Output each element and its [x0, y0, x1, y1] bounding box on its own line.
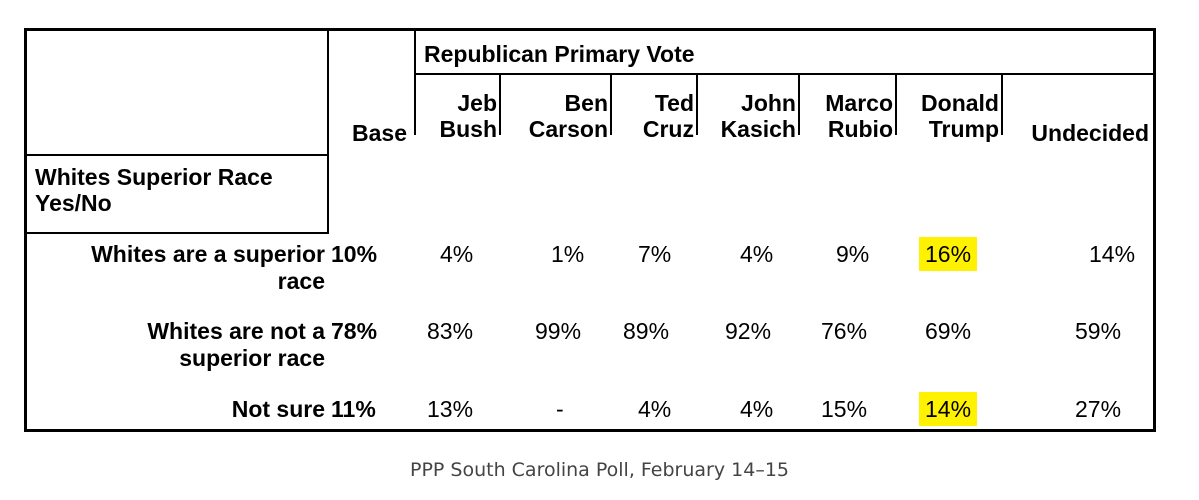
column-header-base: Base: [331, 120, 407, 146]
divider-label-column: [327, 31, 329, 234]
cell-bush: 4%: [440, 241, 474, 267]
column-header-kasich: John Kasich: [699, 90, 796, 142]
cell-rubio: 9%: [836, 241, 870, 267]
row-label-not-superior: Whites are not a superior race: [27, 318, 325, 372]
column-header-bush: Jeb Bush: [417, 90, 498, 142]
divider-header-col6: [1001, 75, 1003, 135]
column-header-line2: Bush: [439, 116, 498, 142]
cell-rubio: 15%: [821, 396, 868, 422]
column-header-rubio: Marco Rubio: [801, 90, 893, 142]
cell-cruz: 4%: [638, 396, 672, 422]
caption: PPP South Carolina Poll, February 14–15: [409, 459, 789, 481]
cell-kasich: 92%: [725, 318, 772, 344]
divider-header-col3: [696, 75, 698, 135]
cell-trump: 14%: [919, 392, 978, 426]
column-header-undecided: Undecided: [1004, 120, 1149, 146]
column-header-trump: Donald Trump: [898, 90, 999, 142]
column-header-line2: Trump: [928, 116, 999, 142]
highlighted-value: 16%: [919, 237, 978, 271]
row-label-line1: Whites are a superior: [91, 241, 325, 267]
cell-trump: 69%: [925, 318, 972, 344]
column-header-line2: Carson: [528, 116, 608, 142]
cell-carson: 99%: [535, 318, 582, 344]
group-header: Republican Primary Vote: [424, 41, 695, 67]
question-line1: Whites Superior Race: [35, 164, 273, 190]
cell-undecided: 27%: [1075, 396, 1122, 422]
cell-cruz: 89%: [623, 318, 670, 344]
row-label-line1: Not sure: [231, 396, 325, 422]
column-header-undecided-label: Undecided: [1031, 120, 1149, 146]
highlighted-value: 14%: [919, 392, 978, 426]
cell-carson: 1%: [551, 241, 585, 267]
cell-carson: -: [556, 396, 564, 422]
divider-header-bottom: [27, 154, 329, 156]
column-header-line2: Cruz: [642, 116, 694, 142]
cell-bush: 83%: [427, 318, 474, 344]
divider-question-bottom: [27, 232, 329, 234]
column-header-line2: Kasich: [720, 116, 796, 142]
cell-kasich: 4%: [740, 396, 774, 422]
divider-header-col4: [798, 75, 800, 135]
cell-base: 78%: [331, 318, 378, 344]
cell-kasich: 4%: [740, 241, 774, 267]
cell-base: 10%: [331, 241, 378, 267]
divider-header-col5: [895, 75, 897, 135]
poll-table: Republican Primary Vote Base Jeb Bush Be…: [24, 28, 1156, 432]
column-header-line1: John: [741, 90, 796, 116]
cell-trump: 16%: [919, 237, 978, 271]
cell-rubio: 76%: [821, 318, 868, 344]
column-header-line1: Ted: [654, 90, 694, 116]
question-label: Whites Superior Race Yes/No: [35, 164, 325, 216]
column-header-cruz: Ted Cruz: [613, 90, 694, 142]
row-label-not-sure: Not sure: [27, 396, 325, 423]
cell-undecided: 59%: [1075, 318, 1122, 344]
cell-bush: 13%: [427, 396, 474, 422]
column-header-line1: Marco: [825, 90, 893, 116]
cell-undecided: 14%: [1089, 241, 1136, 267]
row-label-line2: race: [277, 268, 325, 294]
question-line2: Yes/No: [35, 190, 112, 216]
column-header-line1: Donald: [921, 90, 999, 116]
cell-base: 11%: [331, 396, 376, 422]
cell-cruz: 7%: [638, 241, 672, 267]
divider-group-header: [414, 73, 1156, 75]
column-header-line2: Rubio: [827, 116, 893, 142]
divider-header-col1: [499, 75, 501, 135]
row-label-line2: superior race: [179, 345, 325, 371]
row-label-line1: Whites are not a: [147, 318, 325, 344]
row-label-superior: Whites are a superior race: [27, 241, 325, 295]
divider-header-col2: [610, 75, 612, 135]
divider-base-column: [414, 31, 416, 135]
column-header-line1: Jeb: [457, 90, 497, 116]
column-header-carson: Ben Carson: [502, 90, 608, 142]
column-header-line1: Ben: [564, 90, 608, 116]
column-header-base-label: Base: [352, 120, 407, 146]
